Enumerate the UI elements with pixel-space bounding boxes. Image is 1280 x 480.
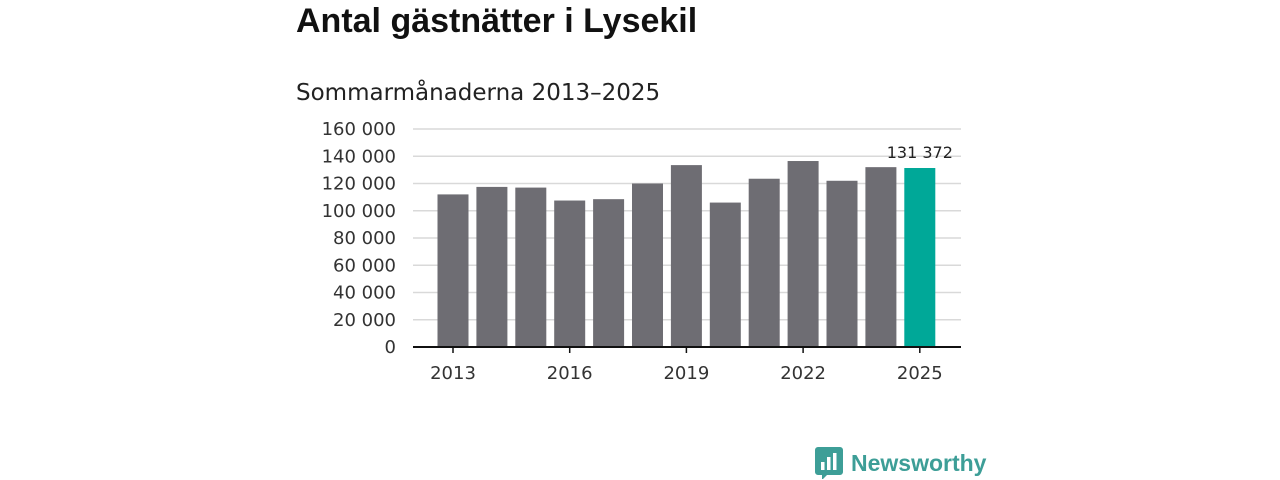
- data-labels: 131 372: [887, 143, 953, 162]
- y-tick-label: 0: [385, 337, 396, 358]
- bar-2023: [826, 180, 858, 347]
- bar-2021: [748, 178, 780, 347]
- bar-2014: [476, 186, 508, 347]
- bar-2013: [437, 194, 469, 347]
- newsworthy-logo-icon: [815, 447, 843, 479]
- chart-title: Antal gästnätter i Lysekil: [296, 2, 698, 40]
- y-tick-label: 160 000: [322, 119, 396, 140]
- y-axis-ticks: 0 20 000 40 000 60 000 80 000 100 000 120 000 1…: [322, 119, 396, 358]
- data-label-2025: 131 372: [887, 143, 953, 162]
- bar-2018: [632, 183, 663, 347]
- bar-2025: [904, 168, 936, 347]
- newsworthy-logo: Newsworthy: [815, 447, 986, 479]
- x-tick-label: 2022: [780, 363, 826, 384]
- bar-2015: [515, 187, 547, 347]
- x-tick-label: 2013: [430, 363, 476, 384]
- x-tick-label: 2025: [897, 363, 943, 384]
- bar-2024: [865, 167, 897, 347]
- x-axis: 2013 2016 2019 2022 2025: [413, 346, 961, 384]
- y-tick-label: 60 000: [333, 255, 396, 276]
- y-tick-label: 40 000: [333, 283, 396, 304]
- y-tick-label: 120 000: [322, 174, 396, 195]
- y-tick-label: 140 000: [322, 146, 396, 167]
- brand-name: Newsworthy: [851, 449, 987, 476]
- y-tick-label: 20 000: [333, 310, 396, 331]
- bar-2019: [670, 165, 702, 347]
- bar-2022: [787, 161, 819, 347]
- bar-2020: [709, 202, 741, 347]
- x-tick-label: 2019: [663, 363, 709, 384]
- bar-2016: [554, 200, 586, 347]
- chart-subtitle: Sommarmånaderna 2013–2025: [296, 80, 661, 106]
- bar-2017: [593, 199, 625, 347]
- bars: [437, 161, 936, 347]
- y-tick-label: 100 000: [322, 201, 396, 222]
- x-tick-label: 2016: [547, 363, 593, 384]
- y-tick-label: 80 000: [333, 228, 396, 249]
